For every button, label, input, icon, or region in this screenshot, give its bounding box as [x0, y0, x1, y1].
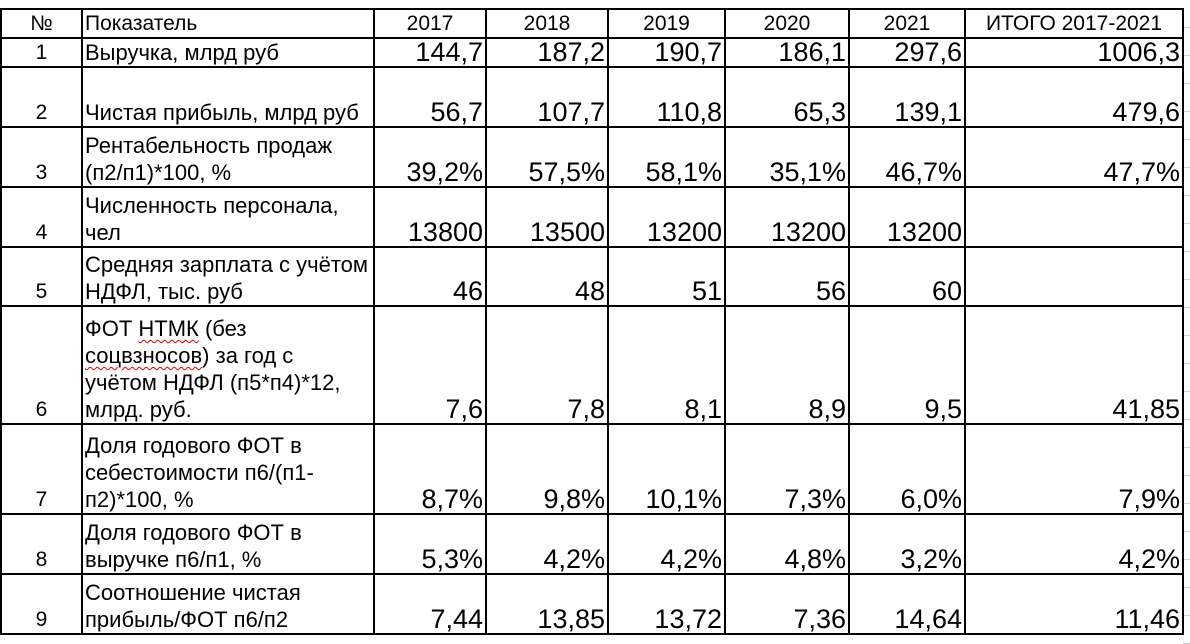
row-number-cell[interactable]: 1: [0, 37, 83, 68]
value-cell[interactable]: 13500: [485, 186, 609, 248]
table-row: 2 Чистая прибыль, млрд руб 56,7 107,7 11…: [0, 66, 1184, 128]
value-cell[interactable]: 56,7: [373, 66, 487, 128]
value-cell[interactable]: 6,0%: [848, 423, 966, 515]
table-row: 4 Численность персонала, чел 13800 13500…: [0, 186, 1184, 248]
value-cell[interactable]: 13,85: [485, 573, 609, 635]
total-cell[interactable]: [964, 186, 1184, 248]
value-cell[interactable]: 60: [848, 246, 966, 307]
value-cell[interactable]: 13,72: [607, 573, 726, 635]
indicator-cell[interactable]: Доля годового ФОТ в выручке п6/п1, %: [81, 513, 375, 575]
header-cell-num[interactable]: №: [0, 8, 83, 39]
value-cell[interactable]: 9,8%: [485, 423, 609, 515]
total-cell[interactable]: 7,9%: [964, 423, 1184, 515]
value-cell[interactable]: 13200: [724, 186, 850, 248]
total-cell[interactable]: 47,7%: [964, 126, 1184, 188]
indicator-text: ФОТ: [85, 316, 139, 341]
value-cell[interactable]: 7,44: [373, 573, 487, 635]
value-cell[interactable]: 10,1%: [607, 423, 726, 515]
indicator-cell[interactable]: Выручка, млрд руб: [81, 37, 375, 68]
value-cell[interactable]: 51: [607, 246, 726, 307]
value-cell[interactable]: 35,1%: [724, 126, 850, 188]
table-row: 6 ФОТ НТМК (без соцвзносов) за год с учё…: [0, 305, 1184, 425]
value-cell[interactable]: 7,6: [373, 305, 487, 425]
sheet-grid-edge: [1183, 0, 1190, 644]
header-row: № Показатель 2017 2018 2019 2020 2021 ИТ…: [0, 8, 1184, 39]
value-cell[interactable]: 4,8%: [724, 513, 850, 575]
total-cell[interactable]: [964, 246, 1184, 307]
row-number-cell[interactable]: 7: [0, 423, 83, 515]
row-number-cell[interactable]: 5: [0, 246, 83, 307]
table-row: 9 Соотношение чистая прибыль/ФОТ п6/п2 7…: [0, 573, 1184, 635]
row-number-cell[interactable]: 4: [0, 186, 83, 248]
value-cell[interactable]: 297,6: [848, 37, 966, 68]
value-cell[interactable]: 7,36: [724, 573, 850, 635]
header-cell-year[interactable]: 2017: [373, 8, 487, 39]
header-cell-year[interactable]: 2018: [485, 8, 609, 39]
data-table: № Показатель 2017 2018 2019 2020 2021 ИТ…: [0, 8, 1184, 635]
row-number-cell[interactable]: 8: [0, 513, 83, 575]
value-cell[interactable]: 58,1%: [607, 126, 726, 188]
value-cell[interactable]: 9,5: [848, 305, 966, 425]
value-cell[interactable]: 110,8: [607, 66, 726, 128]
value-cell[interactable]: 4,2%: [485, 513, 609, 575]
value-cell[interactable]: 144,7: [373, 37, 487, 68]
value-cell[interactable]: 107,7: [485, 66, 609, 128]
table-row: 8 Доля годового ФОТ в выручке п6/п1, % 5…: [0, 513, 1184, 575]
value-cell[interactable]: 5,3%: [373, 513, 487, 575]
indicator-cell[interactable]: Чистая прибыль, млрд руб: [81, 66, 375, 128]
value-cell[interactable]: 46,7%: [848, 126, 966, 188]
value-cell[interactable]: 56: [724, 246, 850, 307]
indicator-text: (без: [198, 316, 247, 341]
value-cell[interactable]: 8,7%: [373, 423, 487, 515]
indicator-cell[interactable]: Численность персонала, чел: [81, 186, 375, 248]
value-cell[interactable]: 3,2%: [848, 513, 966, 575]
value-cell[interactable]: 39,2%: [373, 126, 487, 188]
total-cell[interactable]: 1006,3: [964, 37, 1184, 68]
table-row: 3 Рентабельность продаж (п2/п1)*100, % 3…: [0, 126, 1184, 188]
table-row: 1 Выручка, млрд руб 144,7 187,2 190,7 18…: [0, 37, 1184, 68]
row-number-cell[interactable]: 3: [0, 126, 83, 188]
value-cell[interactable]: 65,3: [724, 66, 850, 128]
value-cell[interactable]: 186,1: [724, 37, 850, 68]
value-cell[interactable]: 14,64: [848, 573, 966, 635]
total-cell[interactable]: 479,6: [964, 66, 1184, 128]
indicator-cell[interactable]: ФОТ НТМК (без соцвзносов) за год с учёто…: [81, 305, 375, 425]
value-cell[interactable]: 13200: [607, 186, 726, 248]
indicator-cell[interactable]: Средняя зарплата с учётом НДФЛ, тыс. руб: [81, 246, 375, 307]
header-cell-total[interactable]: ИТОГО 2017-2021: [964, 8, 1184, 39]
value-cell[interactable]: 13800: [373, 186, 487, 248]
indicator-cell[interactable]: Соотношение чистая прибыль/ФОТ п6/п2: [81, 573, 375, 635]
value-cell[interactable]: 7,8: [485, 305, 609, 425]
row-number-cell[interactable]: 9: [0, 573, 83, 635]
value-cell[interactable]: 8,9: [724, 305, 850, 425]
total-cell[interactable]: 11,46: [964, 573, 1184, 635]
header-cell-year[interactable]: 2020: [724, 8, 850, 39]
value-cell[interactable]: 187,2: [485, 37, 609, 68]
value-cell[interactable]: 13200: [848, 186, 966, 248]
value-cell[interactable]: 46: [373, 246, 487, 307]
header-cell-year[interactable]: 2019: [607, 8, 726, 39]
total-cell[interactable]: 4,2%: [964, 513, 1184, 575]
header-cell-year[interactable]: 2021: [848, 8, 966, 39]
value-cell[interactable]: 4,2%: [607, 513, 726, 575]
value-cell[interactable]: 57,5%: [485, 126, 609, 188]
value-cell[interactable]: 48: [485, 246, 609, 307]
value-cell[interactable]: 7,3%: [724, 423, 850, 515]
indicator-text: ) за год с учётом НДФЛ (п5*п4)*12, млрд.…: [85, 343, 341, 422]
value-cell[interactable]: 8,1: [607, 305, 726, 425]
table-row: 7 Доля годового ФОТ в себестоимости п6/(…: [0, 423, 1184, 515]
indicator-cell[interactable]: Рентабельность продаж (п2/п1)*100, %: [81, 126, 375, 188]
total-cell[interactable]: 41,85: [964, 305, 1184, 425]
row-number-cell[interactable]: 6: [0, 305, 83, 425]
row-number-cell[interactable]: 2: [0, 66, 83, 128]
table-row: 5 Средняя зарплата с учётом НДФЛ, тыс. р…: [0, 246, 1184, 307]
spellcheck-word: НТМК: [138, 316, 199, 341]
value-cell[interactable]: 139,1: [848, 66, 966, 128]
header-cell-indicator[interactable]: Показатель: [81, 8, 375, 39]
spellcheck-word: соцвзносов: [85, 343, 203, 368]
indicator-cell[interactable]: Доля годового ФОТ в себестоимости п6/(п1…: [81, 423, 375, 515]
value-cell[interactable]: 190,7: [607, 37, 726, 68]
